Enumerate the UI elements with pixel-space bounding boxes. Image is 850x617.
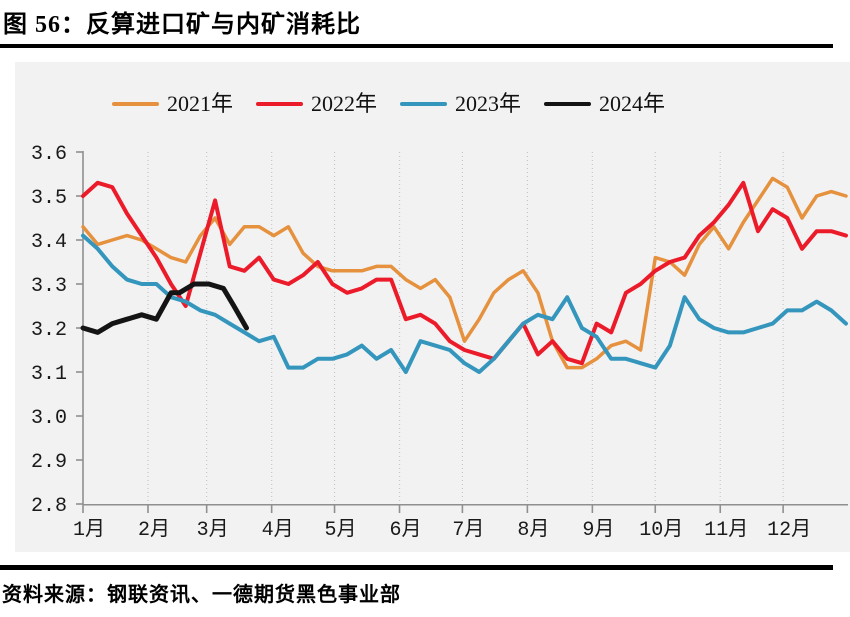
series-line-2021 [81, 176, 848, 370]
legend-item-2022: 2022年 [256, 91, 377, 117]
legend-label: 2023年 [455, 91, 522, 116]
x-tick-label: 3月 [197, 518, 229, 542]
x-tick-label: 1月 [73, 518, 105, 542]
legend-item-2023: 2023年 [400, 91, 521, 117]
title-underline [0, 44, 833, 48]
series-line-2023 [81, 233, 848, 374]
legend-item-2024: 2024年 [544, 91, 665, 117]
y-tick-label: 3.0 [31, 407, 67, 430]
x-tick-label: 12月 [767, 518, 811, 542]
y-tick-label: 2.8 [31, 495, 67, 518]
source-divider [0, 565, 833, 570]
legend-swatch [112, 102, 159, 106]
series-line-2024 [80, 281, 249, 335]
line-chart: 3.6 3.5 3.4 3.3 3.2 3.1 3.0 2.9 2.8 1月 2月 3月 4月 5月 6月 7… [31, 143, 848, 542]
legend-swatch [256, 102, 304, 106]
y-tick-label: 3.4 [31, 231, 67, 254]
legend-swatch [544, 102, 592, 106]
source-note: 资料来源：钢联资讯、一德期货黑色事业部 [2, 584, 401, 606]
legend-swatch [400, 102, 448, 106]
legend-label: 2022年 [311, 91, 378, 116]
figure-title: 图 56：反算进口矿与内矿消耗比 [3, 12, 361, 38]
x-tick-label: 10月 [639, 518, 683, 542]
y-tick-label: 3.3 [31, 275, 67, 298]
x-tick-label: 2月 [138, 518, 170, 542]
y-tick-label: 3.2 [31, 319, 67, 342]
y-tick-label: 3.5 [31, 187, 67, 210]
x-tick-label: 8月 [517, 518, 549, 542]
x-tick-label: 9月 [582, 518, 614, 542]
chart-panel: 3.6 3.5 3.4 3.3 3.2 3.1 3.0 2.9 2.8 1月 2月 3月 4月 5月 6月 7… [15, 62, 850, 552]
x-tick-label: 11月 [704, 518, 748, 542]
legend-label: 2024年 [599, 91, 666, 116]
series-line-2022 [81, 180, 848, 366]
legend-label: 2021年 [167, 91, 234, 116]
x-tick-label: 4月 [262, 518, 294, 542]
y-tick-label: 2.9 [31, 451, 67, 474]
x-tick-label: 7月 [452, 518, 484, 542]
x-tick-label: 5月 [325, 518, 357, 542]
x-tick-label: 6月 [390, 518, 422, 542]
legend-item-2021: 2021年 [112, 91, 233, 117]
chart-legend: 2021年 2022年 2023年 2024年 [112, 91, 665, 117]
y-tick-label: 3.1 [31, 363, 67, 386]
y-tick-label: 3.6 [31, 143, 67, 166]
